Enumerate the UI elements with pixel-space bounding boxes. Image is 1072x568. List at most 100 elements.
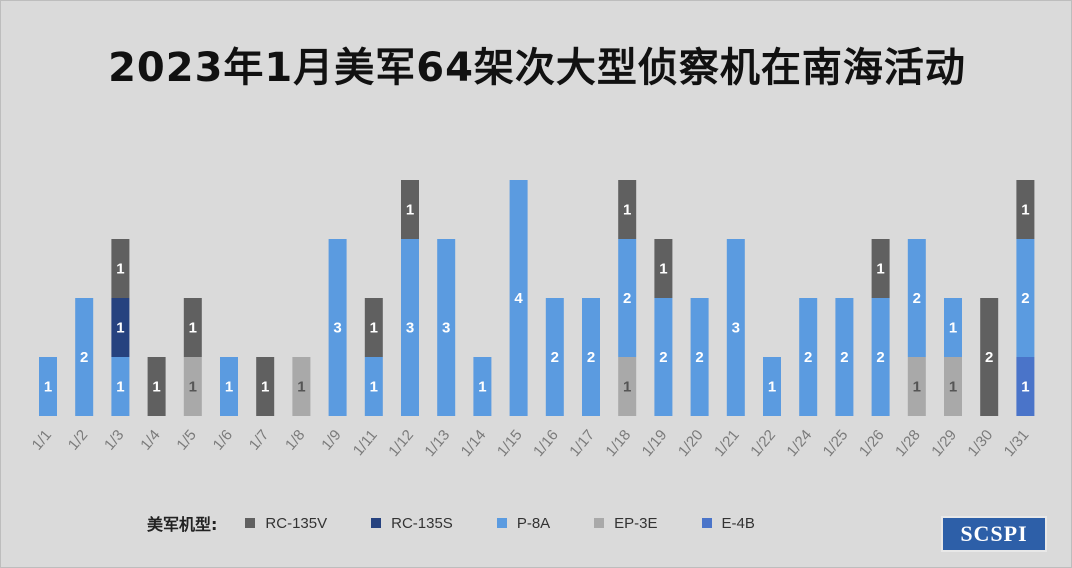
data-label: 1 xyxy=(116,379,124,396)
data-label: 1 xyxy=(152,379,160,396)
legend-swatch-icon xyxy=(496,518,507,528)
data-label: 2 xyxy=(551,349,559,366)
data-label: 1 xyxy=(116,261,124,278)
bar-segment-ep-3e-1-28 xyxy=(907,357,926,416)
bar-segment-p-8a-1-19 xyxy=(654,298,673,416)
scspi-logo: SCSPI xyxy=(941,516,1047,552)
legend-item-rc-135s: RC-135S xyxy=(371,515,453,532)
x-tick-label: 1/20 xyxy=(675,427,707,460)
legend-label: P-8A xyxy=(516,514,551,532)
data-label: 1 xyxy=(913,379,921,396)
x-tick-label: 1/2 xyxy=(65,427,91,454)
bar-segment-rc-135v-1-26 xyxy=(871,239,890,298)
data-label: 1 xyxy=(370,320,378,337)
x-tick-label: 1/18 xyxy=(602,427,634,460)
data-label: 2 xyxy=(623,290,631,307)
x-tick-label: 1/7 xyxy=(246,427,272,454)
x-tick-label: 1/16 xyxy=(530,427,562,460)
legend-label: RC-135S xyxy=(391,514,453,532)
legend-item-e-4b: E-4B xyxy=(701,514,755,532)
data-label: 1 xyxy=(949,320,957,337)
data-label: 1 xyxy=(949,379,957,396)
bar-segment-p-8a-1-16 xyxy=(545,298,564,416)
bar-segment-rc-135v-1-18 xyxy=(618,180,637,239)
data-label: 1 xyxy=(297,379,305,396)
data-label: 2 xyxy=(985,349,993,366)
bar-segment-p-8a-1-13 xyxy=(437,239,456,416)
legend-swatch-icon xyxy=(245,518,256,528)
bar-segment-p-8a-1-6 xyxy=(220,357,238,416)
data-label: 1 xyxy=(876,261,884,278)
legend: 美军机型: RC-135V RC-135S P-8A EP-3E E-4B xyxy=(147,511,799,535)
bar-segment-p-8a-1-1 xyxy=(39,357,57,416)
legend-item-p-8a: P-8A xyxy=(496,514,551,532)
bar-segment-rc-135v-1-31 xyxy=(1016,180,1035,239)
bar-segment-p-8a-1-29 xyxy=(944,298,962,357)
bar-segment-rc-135v-1-19 xyxy=(654,239,673,298)
x-tick-label: 1/26 xyxy=(856,427,888,460)
bar-segment-p-8a-1-31 xyxy=(1016,239,1035,357)
legend-item-ep-3e: EP-3E xyxy=(594,515,658,532)
data-label: 1 xyxy=(225,379,233,396)
data-label: 2 xyxy=(80,349,88,366)
bar-segment-p-8a-1-2 xyxy=(75,298,94,416)
bar-segment-p-8a-1-24 xyxy=(799,298,818,416)
bar-segment-rc-135s-1-3 xyxy=(111,298,130,357)
bar-segment-ep-3e-1-29 xyxy=(944,357,962,416)
data-label: 1 xyxy=(623,202,631,219)
data-label: 2 xyxy=(840,349,848,366)
x-tick-label: 1/4 xyxy=(137,427,163,454)
bar-segment-p-8a-1-17 xyxy=(582,298,600,416)
legend-swatch-icon xyxy=(371,518,382,528)
x-tick-label: 1/30 xyxy=(964,427,996,460)
data-label: 1 xyxy=(659,261,667,278)
bar-segment-rc-135v-1-30 xyxy=(980,298,999,416)
data-label: 1 xyxy=(478,379,486,396)
data-label: 2 xyxy=(659,349,667,366)
data-label: 2 xyxy=(804,349,812,366)
x-tick-label: 1/3 xyxy=(101,427,127,454)
x-tick-label: 1/29 xyxy=(928,427,960,460)
legend-swatch-icon xyxy=(701,518,712,528)
bar-segment-p-8a-1-12 xyxy=(401,239,419,416)
x-tick-label: 1/28 xyxy=(892,427,924,460)
x-tick-label: 1/22 xyxy=(747,427,779,460)
data-label: 2 xyxy=(876,349,884,366)
bar-segment-p-8a-1-11 xyxy=(364,357,383,416)
data-label: 1 xyxy=(623,379,631,396)
bar-segment-rc-135v-1-4 xyxy=(147,357,166,416)
data-label: 4 xyxy=(514,290,523,307)
data-label: 1 xyxy=(768,379,776,396)
bar-segment-p-8a-1-18 xyxy=(618,239,637,357)
bar-segment-ep-3e-1-8 xyxy=(292,357,311,416)
bar-segment-rc-135v-1-5 xyxy=(183,298,202,357)
bar-chart-plot: 11/121/21111/311/4111/511/611/711/831/91… xyxy=(29,180,1035,460)
legend-title: 美军机型: xyxy=(147,515,218,534)
data-label: 1 xyxy=(1021,202,1029,219)
x-tick-label: 1/15 xyxy=(494,427,526,460)
data-label: 1 xyxy=(189,379,197,396)
bar-segment-p-8a-1-26 xyxy=(871,298,890,416)
legend-swatch-icon xyxy=(594,518,605,528)
bar-segment-p-8a-1-15 xyxy=(509,180,528,416)
legend-label: E-4B xyxy=(721,514,755,532)
x-tick-label: 1/14 xyxy=(458,427,490,460)
x-tick-label: 1/21 xyxy=(711,427,743,460)
bar-segment-rc-135v-1-7 xyxy=(256,357,275,416)
data-label: 3 xyxy=(442,320,450,337)
x-tick-label: 1/6 xyxy=(210,427,236,454)
bar-segment-rc-135v-1-11 xyxy=(364,298,383,357)
x-tick-label: 1/8 xyxy=(282,427,308,454)
bar-segment-p-8a-1-28 xyxy=(907,239,926,357)
bar-segment-p-8a-1-21 xyxy=(726,239,745,416)
legend-label: RC-135V xyxy=(265,514,328,532)
data-label: 1 xyxy=(44,379,52,396)
chart-title: 2023年1月美军64架次大型侦察机在南海活动 xyxy=(108,45,966,91)
data-label: 1 xyxy=(406,202,414,219)
data-label: 1 xyxy=(1021,379,1029,396)
data-label: 2 xyxy=(587,349,595,366)
x-tick-label: 1/11 xyxy=(350,427,381,459)
x-tick-label: 1/25 xyxy=(820,427,852,460)
x-tick-label: 1/24 xyxy=(783,427,815,460)
bar-segment-p-8a-1-3 xyxy=(111,357,130,416)
